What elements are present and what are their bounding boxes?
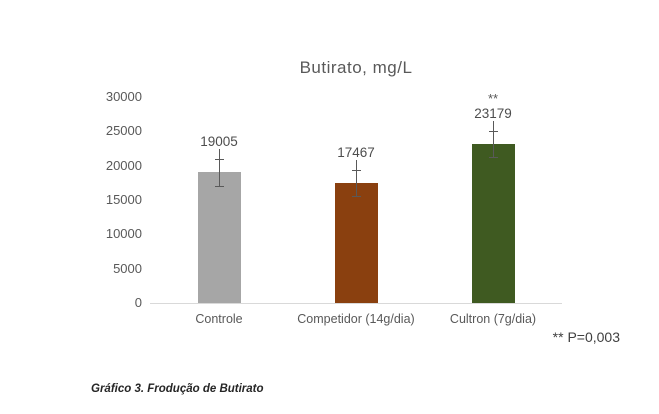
- error-cap-bottom-cultron-7g-dia: [489, 156, 498, 158]
- bar-cultron-7g-dia: [471, 143, 515, 303]
- category-label-controle: Controle: [195, 312, 243, 326]
- y-tick-20000: 20000: [105, 157, 142, 173]
- error-bar-competidor-14g-dia: [356, 159, 357, 197]
- category-label-cultron-7g-dia: Cultron (7g/dia): [449, 312, 537, 326]
- data-label-competidor-14g-dia: 17467: [337, 144, 375, 160]
- p-value-note: ** P=0,003: [552, 329, 620, 345]
- x-axis-line: [150, 303, 562, 304]
- category-label-competidor-14g-dia: Competidor (14g/dia): [297, 312, 415, 326]
- error-cap-bottom-controle: [215, 185, 224, 187]
- bar-competidor-14g-dia: [334, 183, 378, 303]
- y-tick-5000: 5000: [113, 260, 142, 276]
- error-cap-top-competidor-14g-dia: [352, 169, 361, 171]
- y-tick-10000: 10000: [105, 226, 142, 242]
- data-label-cultron-7g-dia: 23179: [474, 106, 512, 122]
- bar-controle: [197, 172, 241, 303]
- figure-caption: Gráfico 3. Frodução de Butirato: [91, 383, 264, 395]
- error-bar-controle: [219, 149, 220, 186]
- y-tick-15000: 15000: [105, 192, 142, 207]
- data-label-controle: 19005: [200, 134, 238, 150]
- y-tick-25000: 25000: [105, 123, 142, 139]
- error-cap-top-cultron-7g-dia: [489, 131, 498, 133]
- error-cap-top-controle: [215, 159, 224, 161]
- error-bar-cultron-7g-dia: [493, 121, 494, 157]
- y-tick-30000: 30000: [105, 89, 142, 104]
- chart-title: Butirato, mg/L: [299, 58, 413, 77]
- error-cap-bottom-competidor-14g-dia: [352, 196, 361, 198]
- y-tick-0: 0: [134, 295, 142, 310]
- significance-marker: **: [487, 91, 499, 107]
